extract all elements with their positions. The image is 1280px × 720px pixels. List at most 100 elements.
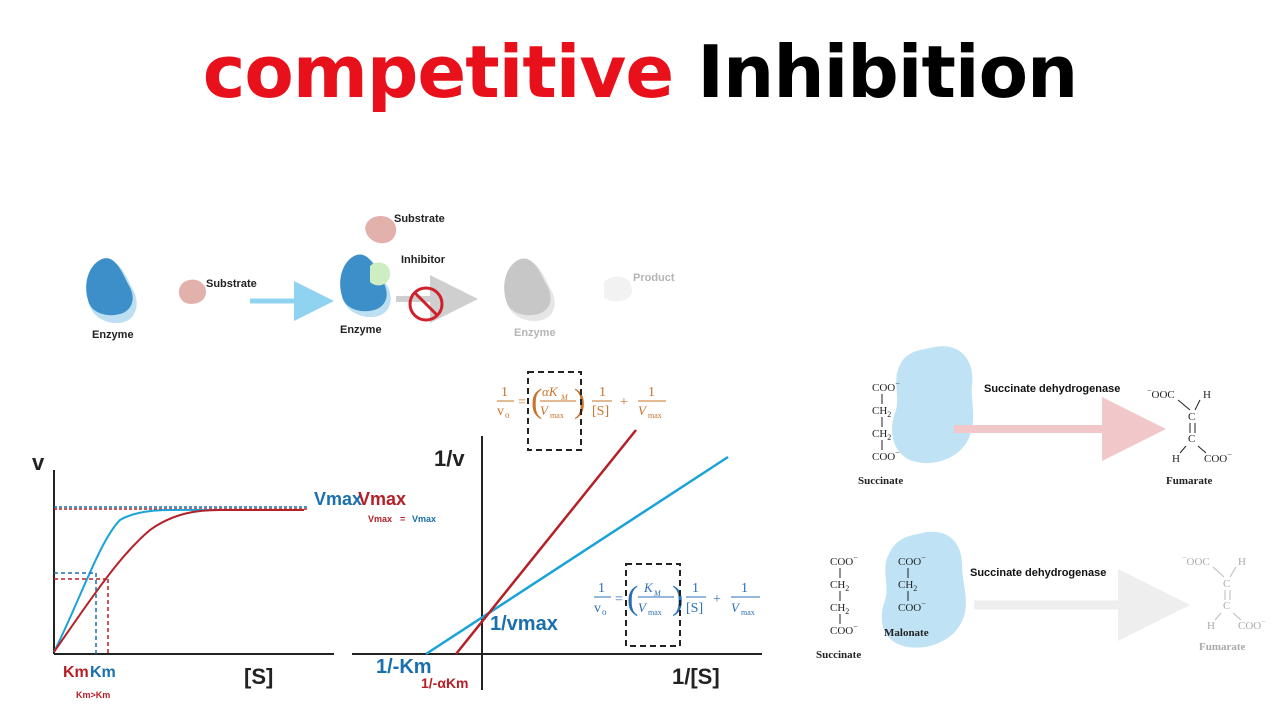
svg-text:+: + bbox=[620, 395, 628, 410]
svg-text:CH2: CH2 bbox=[898, 579, 917, 593]
svg-text:1: 1 bbox=[599, 385, 606, 400]
svg-text:(: ( bbox=[627, 580, 638, 617]
svg-text:αK: αK bbox=[542, 384, 559, 399]
svg-text:V: V bbox=[540, 403, 550, 418]
enzyme-label-1: Enzyme bbox=[92, 329, 134, 341]
mm-y-label: v bbox=[32, 450, 45, 475]
svg-text:COO−: COO− bbox=[898, 599, 926, 614]
fumarate-label-bottom: Fumarate bbox=[1199, 641, 1246, 653]
svg-text:C: C bbox=[1223, 578, 1230, 590]
vmax-blue-label: Vmax bbox=[314, 489, 362, 509]
svg-text:M: M bbox=[560, 393, 569, 402]
svg-text:max: max bbox=[648, 411, 662, 420]
sdh-label-top: Succinate dehydrogenase bbox=[984, 383, 1120, 395]
svg-text:max: max bbox=[648, 608, 662, 617]
enzyme-shape-3 bbox=[504, 258, 555, 322]
product-label: Product bbox=[633, 272, 675, 284]
svg-text:H: H bbox=[1172, 453, 1180, 465]
svg-text:(: ( bbox=[531, 383, 542, 420]
svg-text:C: C bbox=[1188, 433, 1195, 445]
km-blue-label: Km bbox=[90, 664, 116, 681]
km-red-label: Km bbox=[63, 664, 89, 681]
substrate-shape-2 bbox=[365, 215, 397, 244]
sdh-label-bottom: Succinate dehydrogenase bbox=[970, 567, 1106, 579]
svg-text:1: 1 bbox=[741, 581, 748, 596]
mm-curve-normal bbox=[53, 508, 300, 653]
succinate-structure-bottom: COO− CH2 CH2 COO− bbox=[830, 553, 858, 637]
svg-text:V: V bbox=[731, 600, 741, 615]
lb-y-intercept-label: 1/vmax bbox=[490, 613, 558, 635]
substrate-label-1: Substrate bbox=[206, 278, 257, 290]
substrate-label-2: Substrate bbox=[394, 213, 445, 225]
lb-line-normal bbox=[425, 455, 729, 656]
lb-x-label: 1/[S] bbox=[672, 664, 720, 689]
svg-text:C: C bbox=[1188, 411, 1195, 423]
svg-text:COO−: COO− bbox=[872, 448, 900, 463]
svg-text:COO−: COO− bbox=[872, 379, 900, 394]
page-title: competitive Inhibition bbox=[0, 30, 1280, 114]
svg-text:M: M bbox=[653, 589, 662, 598]
svg-text:=: = bbox=[518, 395, 526, 410]
mm-plot bbox=[53, 470, 334, 655]
mm-x-label: [S] bbox=[244, 664, 273, 689]
svg-text:1: 1 bbox=[501, 385, 508, 400]
enzyme-label-2: Enzyme bbox=[340, 324, 382, 336]
svg-text:CH2: CH2 bbox=[872, 405, 891, 419]
svg-text:COO−: COO− bbox=[830, 553, 858, 568]
svg-text:): ) bbox=[672, 580, 683, 617]
svg-text:1: 1 bbox=[598, 581, 605, 596]
svg-text:max: max bbox=[741, 608, 755, 617]
vmax-eq-sign: = bbox=[400, 514, 405, 524]
svg-text:K: K bbox=[643, 580, 654, 595]
malonate-label: Malonate bbox=[884, 627, 929, 639]
lb-y-label: 1/v bbox=[434, 446, 465, 471]
svg-text:): ) bbox=[574, 383, 585, 420]
svg-text:=: = bbox=[615, 592, 623, 607]
inhibitor-label: Inhibitor bbox=[401, 254, 446, 266]
svg-text:[S]: [S] bbox=[686, 601, 703, 616]
title-inhibition: Inhibition bbox=[697, 30, 1078, 114]
fumarate-structure-top: −OOC H C C H COO− bbox=[1147, 386, 1232, 465]
svg-text:V: V bbox=[638, 403, 648, 418]
svg-text:COO−: COO− bbox=[830, 622, 858, 637]
vmax-red-label: Vmax bbox=[358, 489, 406, 509]
vmax-eq-right: Vmax bbox=[412, 514, 436, 524]
svg-text:V: V bbox=[638, 600, 648, 615]
svg-text:max: max bbox=[550, 411, 564, 420]
svg-text:o: o bbox=[505, 410, 510, 420]
fumarate-label-top: Fumarate bbox=[1166, 475, 1213, 487]
lb-x-int-blue-label: 1/-Km bbox=[376, 656, 432, 678]
svg-text:H: H bbox=[1207, 620, 1215, 632]
enzyme-shape-1 bbox=[86, 258, 137, 324]
enzyme-shape-2 bbox=[340, 254, 391, 318]
svg-text:−OOC: −OOC bbox=[1182, 553, 1210, 568]
svg-text:COO−: COO− bbox=[1204, 450, 1232, 465]
svg-text:H: H bbox=[1203, 389, 1211, 401]
lb-x-int-red-label: 1/-αKm bbox=[421, 675, 469, 691]
svg-text:CH2: CH2 bbox=[872, 428, 891, 442]
svg-text:v: v bbox=[594, 601, 601, 616]
lb-plot bbox=[352, 429, 762, 690]
svg-text:1: 1 bbox=[648, 385, 655, 400]
product-shape bbox=[604, 276, 632, 302]
svg-text:C: C bbox=[1223, 600, 1230, 612]
succinate-structure-top: COO− CH2 CH2 COO− bbox=[872, 379, 900, 463]
svg-text:o: o bbox=[602, 607, 607, 617]
km-compare-label: Km>Km bbox=[76, 690, 110, 700]
svg-text:+: + bbox=[713, 592, 721, 607]
title-competitive: competitive bbox=[202, 30, 674, 114]
no-entry-icon bbox=[408, 286, 444, 322]
svg-text:H: H bbox=[1238, 556, 1246, 568]
enzyme-blob-top bbox=[892, 346, 974, 464]
svg-text:COO−: COO− bbox=[1238, 617, 1266, 632]
mm-curve-inhibited bbox=[53, 508, 304, 653]
fumarate-structure-bottom: −OOC H C C H COO− bbox=[1182, 553, 1266, 632]
succinate-label-top: Succinate bbox=[858, 475, 903, 487]
svg-text:[S]: [S] bbox=[592, 404, 609, 419]
enzyme-blob-bottom bbox=[881, 531, 966, 648]
malonate-structure: COO− CH2 COO− bbox=[898, 553, 926, 614]
enzyme-label-3: Enzyme bbox=[514, 327, 556, 339]
